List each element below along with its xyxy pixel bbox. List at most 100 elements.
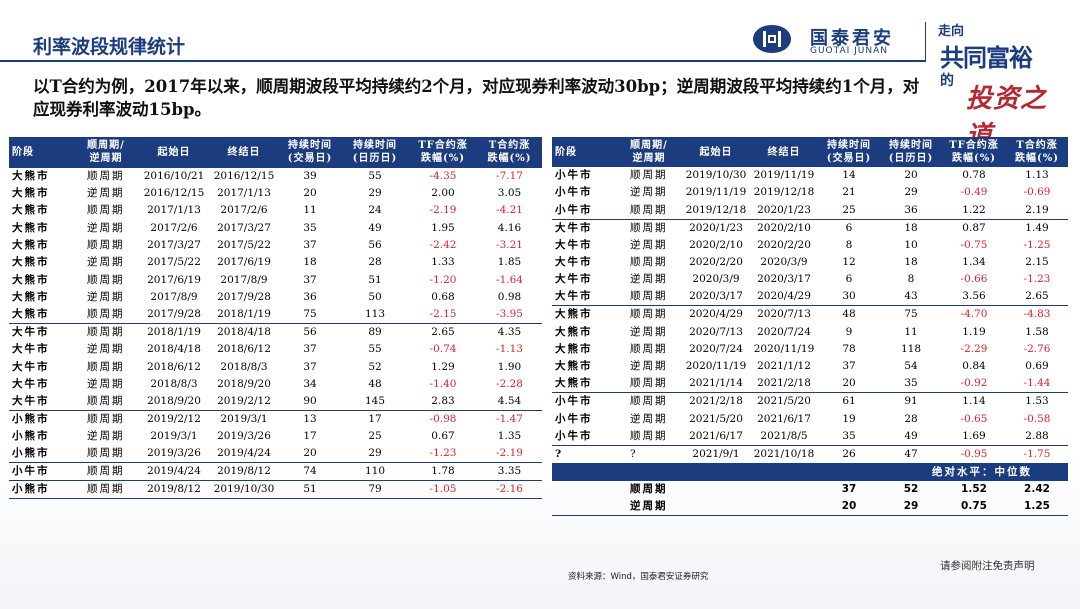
stage-cell: 大牛市: [555, 290, 593, 303]
disclaimer-link[interactable]: 请参阅附注免责声明: [940, 560, 1035, 572]
table-row: 大熊市 逆周期 2017/2/6 2017/3/27 35 49 1.95 4.16: [9, 220, 542, 237]
period-cell: 顺周期: [87, 308, 125, 321]
calendar-days-cell: 28: [904, 412, 918, 425]
col-stage: 阶段: [9, 137, 73, 168]
table-row: 小熊市 顺周期 2019/2/12 2019/3/1 13 17 -0.98 -1.47: [9, 409, 542, 428]
col-tf: TF合约涨 跌幅(%): [942, 137, 1006, 167]
col-start: 起始日: [682, 137, 750, 167]
table-row: 大牛市 逆周期 2020/3/9 2020/3/17 6 8 -0.66 -1.23: [552, 271, 1068, 288]
summary-period: 逆周期: [616, 497, 682, 516]
t-change-cell: -1.23: [1023, 273, 1051, 286]
start-date-cell: 2019/2/12: [139, 409, 209, 428]
stage-cell: 大牛市: [12, 360, 50, 373]
tf-change-cell: 1.33: [431, 256, 455, 269]
tf-change-cell: 2.83: [431, 394, 455, 407]
table-row: 大熊市 顺周期 2020/4/29 2020/7/13 48 75 -4.70 -4.83: [552, 305, 1068, 324]
summary-cal-days: 52: [903, 482, 919, 495]
end-date-cell: 2018/6/12: [217, 343, 271, 356]
stage-cell: 大熊市: [12, 290, 50, 303]
calendar-days-cell: 54: [904, 360, 918, 373]
calendar-days-cell: 49: [368, 221, 382, 234]
t-change-cell: -2.16: [477, 480, 542, 500]
stage-cell: 大熊市: [555, 377, 593, 390]
col-period: 顺周期/逆周期: [73, 137, 139, 168]
period-cell: 逆周期: [630, 273, 668, 286]
period-cell: 顺周期: [73, 462, 139, 481]
tf-change-cell: -4.35: [409, 167, 477, 185]
table-row: 大牛市 顺周期 2020/2/20 2020/3/9 12 18 1.34 2.15: [552, 254, 1068, 271]
t-change-cell: 2.15: [1025, 256, 1049, 269]
title-divider: [0, 60, 925, 62]
table-row: 大熊市 顺周期 2017/9/28 2018/1/19 75 113 -2.15 -3.95: [9, 306, 542, 324]
right-table-body: 小牛市 顺周期 2019/10/30 2019/11/19 14 20 0.78 1.13 小牛…: [552, 167, 1068, 464]
end-date-cell: 2018/1/19: [217, 308, 271, 321]
end-date-cell: 2020/2/20: [757, 238, 811, 251]
t-change-cell: -1.13: [496, 343, 523, 356]
trade-days-cell: 51: [279, 480, 341, 500]
slogan-line-3: 的: [940, 73, 954, 89]
tf-change-cell: -0.98: [409, 409, 477, 428]
tf-change-cell: 2.65: [409, 323, 477, 342]
tf-change-cell: 1.19: [962, 325, 986, 338]
trade-days-cell: 36: [303, 290, 317, 303]
t-change-cell: 0.69: [1025, 360, 1049, 373]
period-cell: 顺周期: [73, 323, 139, 342]
tf-change-cell: 1.95: [431, 221, 455, 234]
start-date-cell: 2020/11/19: [685, 360, 747, 373]
t-change-cell: -2.76: [1023, 342, 1051, 355]
t-change-cell: 1.53: [1006, 392, 1068, 411]
col-trade-days-l2: (交易日): [287, 153, 333, 164]
stage-cell: 大牛市: [12, 394, 50, 407]
end-date-cell: 2019/3/26: [217, 430, 271, 443]
tf-change-cell: -1.20: [429, 273, 457, 286]
start-date-cell: 2020/3/9: [692, 273, 740, 286]
stage-cell: 大牛市: [12, 377, 50, 390]
summary-header-row: 绝对水平：中位数: [552, 463, 1068, 481]
brand-name-en: GUOTAI JUNAN: [810, 46, 888, 56]
trade-days-cell: 37: [842, 360, 856, 373]
trade-days-cell: 6: [818, 218, 880, 237]
trade-days-cell: 74: [279, 462, 341, 481]
period-cell: 顺周期: [87, 239, 125, 252]
end-date-cell: 2021/6/17: [757, 412, 811, 425]
slogan-calligraphy: 走向 共同富裕 的 投资之道: [936, 18, 1066, 151]
calendar-days-cell: 55: [368, 343, 382, 356]
period-cell: 顺周期: [616, 392, 682, 411]
left-table-body: 大熊市 顺周期 2016/10/21 2016/12/15 39 55 -4.35 -7.17…: [9, 167, 542, 500]
end-date-cell: 2017/9/28: [217, 290, 271, 303]
tf-change-cell: -0.74: [429, 343, 457, 356]
source-note: 资料来源：Wind，国泰君安证券研究: [568, 572, 709, 582]
start-date-cell: 2017/6/19: [147, 273, 201, 286]
trade-days-cell: 20: [303, 187, 317, 200]
stage-cell: 大熊市: [555, 360, 593, 373]
tf-change-cell: -1.23: [429, 447, 457, 460]
stage-cell: 小牛市: [555, 186, 593, 199]
period-cell: 顺周期: [630, 256, 668, 269]
trade-days-cell: 34: [303, 377, 317, 390]
summary-cell-empty: [750, 497, 818, 516]
calendar-days-cell: 52: [368, 360, 382, 373]
trade-days-cell: 56: [279, 323, 341, 342]
calendar-days-cell: 29: [368, 447, 382, 460]
period-cell: 顺周期: [87, 447, 125, 460]
end-date-cell: 2017/6/19: [217, 256, 271, 269]
end-date-cell: 2019/12/18: [753, 186, 815, 199]
end-date-cell: 2019/3/1: [209, 409, 279, 428]
col-t-l2: 跌幅(%): [1015, 153, 1059, 164]
col-period-l1: 顺周期/: [87, 140, 125, 151]
period-cell: 顺周期: [630, 169, 668, 182]
table-row: 大熊市 顺周期 2016/10/21 2016/12/15 39 55 -4.35 -7.17: [9, 167, 542, 185]
right-table: 阶段 顺周期/逆周期 起始日 终结日 持续时间 (交易日) 持续时间 (日历日) T…: [552, 137, 1068, 516]
t-change-cell: -1.25: [1023, 238, 1051, 251]
end-date-cell: 2020/1/23: [757, 203, 811, 216]
tf-change-cell: -0.92: [960, 377, 988, 390]
tf-change-cell: 0.84: [962, 360, 986, 373]
table-row: 大牛市 顺周期 2020/1/23 2020/2/10 6 18 0.87 1.49: [552, 218, 1068, 237]
t-change-cell: -4.21: [496, 204, 523, 217]
trade-days-cell: 9: [845, 325, 853, 338]
start-date-cell: 2019/12/18: [685, 203, 747, 216]
start-date-cell: 2021/2/18: [682, 392, 750, 411]
end-date-cell: 2020/3/9: [760, 256, 808, 269]
end-date-cell: 2018/8/3: [220, 360, 268, 373]
